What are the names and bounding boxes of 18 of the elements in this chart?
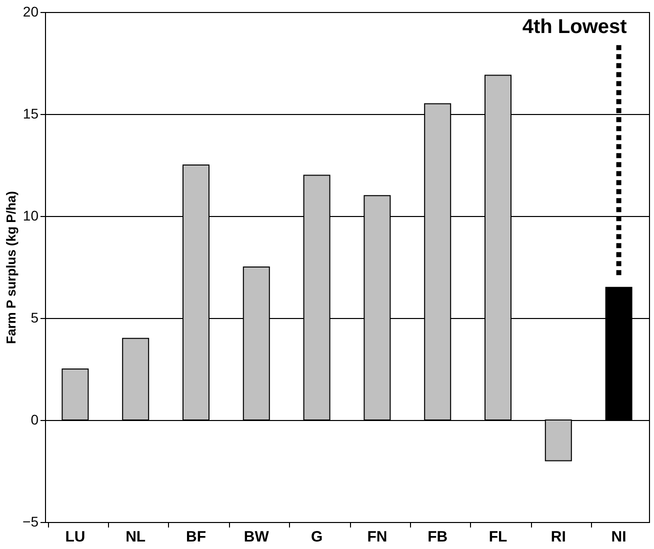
y-axis-title: Farm P surplus (kg P/ha) (4, 191, 19, 344)
annotation: 4th Lowest (522, 16, 628, 38)
x-tick-label: FL (488, 528, 508, 546)
y-tick-label: 0 (30, 412, 39, 428)
y-tick-label: 5 (30, 310, 39, 326)
y-tick-label: 15 (22, 106, 39, 122)
x-tick-label: G (310, 528, 323, 546)
y-tick-label: 20 (22, 4, 39, 20)
x-tick-label: BF (186, 528, 206, 546)
x-tick-label: LU (65, 528, 86, 546)
x-tick-label: BW (244, 528, 270, 546)
x-tick-label: NL (126, 528, 146, 546)
y-tick-label: −5 (22, 514, 39, 530)
x-tick-label: RI (550, 528, 566, 546)
x-tick-label: FN (367, 528, 388, 546)
y-tick-label: 10 (22, 208, 39, 224)
x-tick-label: FB (428, 528, 448, 546)
x-tick-label: NI (611, 528, 626, 546)
